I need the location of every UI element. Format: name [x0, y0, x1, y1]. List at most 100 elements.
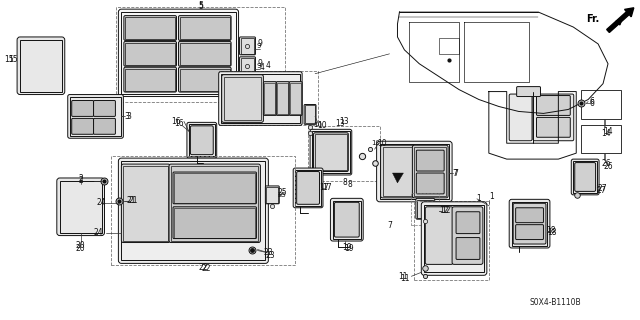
- FancyBboxPatch shape: [219, 72, 302, 125]
- FancyBboxPatch shape: [173, 172, 257, 204]
- Bar: [573, 161, 597, 193]
- Bar: [412, 193, 439, 225]
- Text: 14: 14: [601, 129, 611, 138]
- FancyBboxPatch shape: [412, 145, 448, 198]
- Bar: [221, 74, 300, 123]
- Text: 21: 21: [129, 196, 138, 205]
- Bar: [125, 69, 175, 91]
- Bar: [312, 131, 350, 173]
- Text: 10: 10: [377, 139, 387, 148]
- Text: 21: 21: [127, 196, 136, 205]
- FancyBboxPatch shape: [93, 118, 115, 134]
- Bar: [277, 83, 288, 115]
- Bar: [180, 69, 230, 91]
- FancyBboxPatch shape: [266, 186, 279, 204]
- Text: 3: 3: [125, 112, 130, 121]
- FancyBboxPatch shape: [93, 100, 115, 116]
- FancyBboxPatch shape: [57, 178, 104, 236]
- Text: 11: 11: [401, 274, 410, 283]
- Text: 7: 7: [454, 169, 458, 178]
- Bar: [20, 40, 62, 92]
- Bar: [333, 201, 361, 239]
- FancyBboxPatch shape: [124, 67, 177, 92]
- Bar: [180, 43, 230, 65]
- FancyBboxPatch shape: [425, 207, 453, 264]
- FancyBboxPatch shape: [124, 41, 177, 66]
- Text: Fr.: Fr.: [586, 14, 599, 24]
- Bar: [315, 134, 347, 170]
- Text: 27: 27: [597, 184, 607, 193]
- Bar: [305, 106, 315, 123]
- FancyBboxPatch shape: [575, 163, 596, 191]
- Bar: [171, 166, 259, 241]
- Text: 18: 18: [547, 226, 556, 235]
- Bar: [266, 187, 278, 203]
- FancyBboxPatch shape: [68, 94, 124, 138]
- Text: 9: 9: [256, 63, 260, 69]
- FancyBboxPatch shape: [17, 37, 65, 94]
- Text: 13: 13: [339, 117, 349, 126]
- FancyBboxPatch shape: [536, 117, 570, 137]
- FancyBboxPatch shape: [516, 225, 543, 240]
- Bar: [308, 126, 380, 181]
- Text: 6: 6: [589, 99, 595, 108]
- Text: 22: 22: [198, 263, 207, 272]
- Bar: [189, 124, 215, 156]
- Text: 23: 23: [264, 248, 273, 257]
- Bar: [414, 147, 446, 196]
- Bar: [383, 147, 412, 196]
- Text: 4: 4: [260, 63, 265, 72]
- FancyBboxPatch shape: [314, 133, 348, 172]
- Bar: [424, 205, 484, 272]
- Bar: [116, 7, 285, 101]
- Text: 24: 24: [97, 198, 106, 207]
- FancyBboxPatch shape: [72, 118, 93, 134]
- Text: 25: 25: [278, 192, 287, 198]
- FancyBboxPatch shape: [122, 164, 170, 243]
- Text: 26: 26: [604, 162, 613, 171]
- FancyBboxPatch shape: [264, 82, 276, 116]
- Text: 5: 5: [198, 1, 204, 10]
- Text: 15: 15: [8, 55, 18, 64]
- Bar: [125, 43, 175, 65]
- FancyArrow shape: [607, 8, 634, 32]
- FancyBboxPatch shape: [533, 94, 573, 141]
- Text: 20: 20: [76, 244, 86, 253]
- FancyBboxPatch shape: [179, 16, 231, 40]
- Text: 7: 7: [452, 169, 458, 178]
- FancyBboxPatch shape: [335, 202, 359, 237]
- Bar: [295, 170, 321, 206]
- Bar: [174, 173, 255, 203]
- FancyBboxPatch shape: [304, 105, 316, 124]
- Text: 6: 6: [589, 97, 595, 106]
- Text: 4: 4: [266, 61, 271, 70]
- FancyBboxPatch shape: [376, 141, 452, 202]
- FancyBboxPatch shape: [297, 172, 319, 204]
- FancyBboxPatch shape: [276, 82, 289, 116]
- FancyBboxPatch shape: [509, 94, 532, 141]
- Text: 24: 24: [94, 228, 104, 237]
- FancyBboxPatch shape: [72, 100, 93, 116]
- Text: 10: 10: [317, 121, 327, 130]
- FancyBboxPatch shape: [179, 67, 231, 92]
- Bar: [111, 156, 295, 265]
- FancyBboxPatch shape: [239, 37, 255, 55]
- Bar: [70, 97, 122, 136]
- Text: 25: 25: [278, 188, 287, 197]
- Text: 13: 13: [335, 119, 345, 128]
- Bar: [122, 12, 236, 93]
- Text: 1: 1: [477, 194, 481, 203]
- Bar: [380, 144, 449, 199]
- Text: 22: 22: [201, 264, 211, 273]
- Bar: [581, 125, 621, 153]
- Bar: [180, 17, 230, 39]
- Bar: [439, 38, 459, 54]
- Text: 19: 19: [342, 243, 351, 252]
- Text: 14: 14: [604, 127, 613, 136]
- Bar: [174, 208, 255, 237]
- FancyBboxPatch shape: [118, 9, 239, 97]
- FancyBboxPatch shape: [516, 208, 543, 223]
- Bar: [264, 83, 275, 115]
- FancyBboxPatch shape: [169, 164, 260, 243]
- Text: 17: 17: [319, 183, 329, 192]
